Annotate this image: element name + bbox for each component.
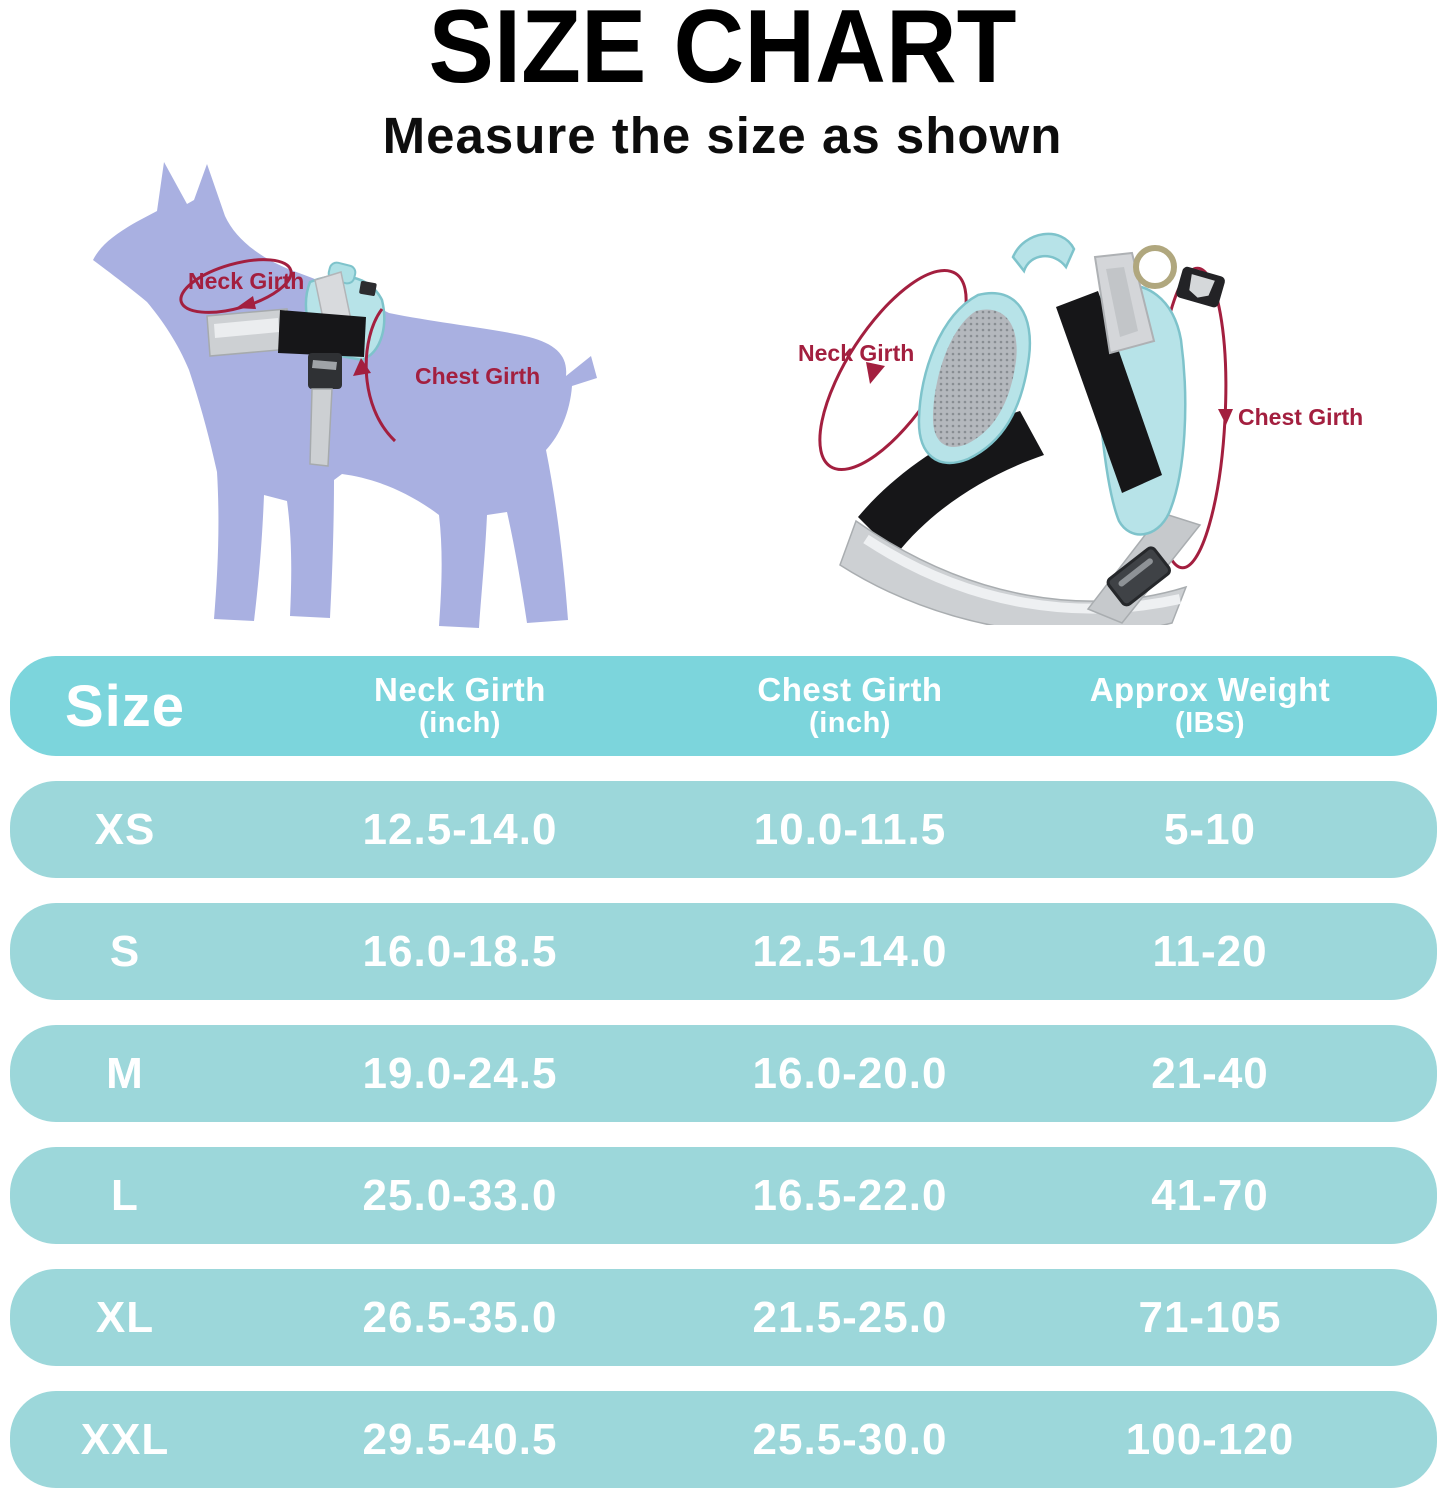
chest-girth-cell: 12.5-14.0 <box>752 926 948 976</box>
page-title: SIZE CHART <box>428 0 1017 105</box>
neck-girth-arrow <box>236 296 256 309</box>
weight-cell: 21-40 <box>1151 1048 1269 1098</box>
column-header-chest-girth: Chest Girth (inch) <box>680 671 1020 740</box>
chest-girth-cell: 21.5-25.0 <box>752 1292 948 1342</box>
chest-girth-cell: 16.5-22.0 <box>752 1170 948 1220</box>
size-cell: XXL <box>80 1414 170 1464</box>
table-row: L 25.0-33.0 16.5-22.0 41-70 <box>10 1147 1437 1244</box>
harness-product-illustration <box>839 232 1225 625</box>
chest-girth-label-right: Chest Girth <box>1238 404 1363 430</box>
logo-patch <box>1176 266 1225 308</box>
chest-girth-cell: 25.5-30.0 <box>752 1414 948 1464</box>
size-cell: XS <box>94 804 156 854</box>
weight-cell: 100-120 <box>1125 1414 1295 1464</box>
neck-girth-cell: 25.0-33.0 <box>362 1170 558 1220</box>
neck-girth-label-right: Neck Girth <box>798 340 914 366</box>
size-cell: S <box>109 926 141 976</box>
table-body: XS 12.5-14.0 10.0-11.5 5-10 S 16.0-18.5 … <box>10 781 1437 1488</box>
column-header-size: Size <box>64 673 186 739</box>
column-header-neck-girth: Neck Girth (inch) <box>240 671 680 740</box>
harness-measurement-diagram: Neck Girth Chest Girth <box>798 232 1363 625</box>
d-ring-icon <box>1133 245 1177 289</box>
size-cell: L <box>111 1170 139 1220</box>
weight-cell: 41-70 <box>1151 1170 1269 1220</box>
dog-measurement-diagram: Neck Girth Chest Girth <box>93 162 597 628</box>
table-row: XXL 29.5-40.5 25.5-30.0 100-120 <box>10 1391 1437 1488</box>
neck-girth-cell: 12.5-14.0 <box>362 804 558 854</box>
table-row: S 16.0-18.5 12.5-14.0 11-20 <box>10 903 1437 1000</box>
weight-cell: 5-10 <box>1163 804 1257 854</box>
size-cell: XL <box>95 1292 155 1342</box>
table-header-row: Size Neck Girth (inch) Chest Girth (inch… <box>10 656 1437 756</box>
chest-girth-arrow <box>1218 409 1233 425</box>
neck-girth-unit: (inch) <box>419 707 501 740</box>
table-row: XS 12.5-14.0 10.0-11.5 5-10 <box>10 781 1437 878</box>
table-row: M 19.0-24.5 16.0-20.0 21-40 <box>10 1025 1437 1122</box>
weight-cell: 11-20 <box>1152 926 1268 976</box>
approx-weight-unit: (IBS) <box>1174 707 1246 740</box>
dog-harness-illustration <box>206 261 386 467</box>
neck-girth-label-left: Neck Girth <box>188 268 304 294</box>
neck-girth-cell: 29.5-40.5 <box>362 1414 558 1464</box>
neck-girth-arrow <box>866 362 885 384</box>
chest-girth-unit: (inch) <box>809 707 891 740</box>
size-cell: M <box>106 1048 144 1098</box>
chest-girth-label-left: Chest Girth <box>415 363 540 389</box>
chest-girth-cell: 16.0-20.0 <box>752 1048 948 1098</box>
neck-girth-cell: 19.0-24.5 <box>362 1048 558 1098</box>
chest-girth-arrow <box>353 358 371 376</box>
neck-girth-cell: 16.0-18.5 <box>362 926 558 976</box>
size-table: Size Neck Girth (inch) Chest Girth (inch… <box>10 656 1437 1488</box>
page-subtitle: Measure the size as shown <box>382 107 1063 164</box>
weight-cell: 71-105 <box>1138 1292 1282 1342</box>
dog-silhouette <box>93 162 597 628</box>
chest-girth-cell: 10.0-11.5 <box>753 804 947 854</box>
column-header-approx-weight: Approx Weight (IBS) <box>1020 671 1400 740</box>
neck-girth-cell: 26.5-35.0 <box>362 1292 558 1342</box>
table-row: XL 26.5-35.0 21.5-25.0 71-105 <box>10 1269 1437 1366</box>
